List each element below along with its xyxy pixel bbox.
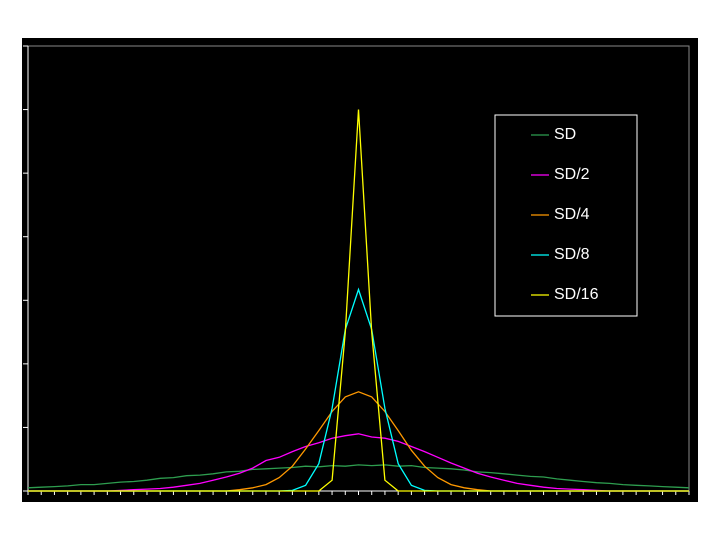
legend-label: SD/16: [554, 286, 599, 303]
legend-label: SD/2: [554, 166, 590, 183]
legend-label: SD/4: [554, 206, 590, 223]
legend-box: [494, 114, 638, 317]
legend-label: SD/8: [554, 246, 590, 263]
legend-label: SD: [554, 126, 576, 143]
series-line: [27, 464, 690, 489]
series-line: [28, 109, 689, 492]
series-line: [28, 433, 689, 492]
